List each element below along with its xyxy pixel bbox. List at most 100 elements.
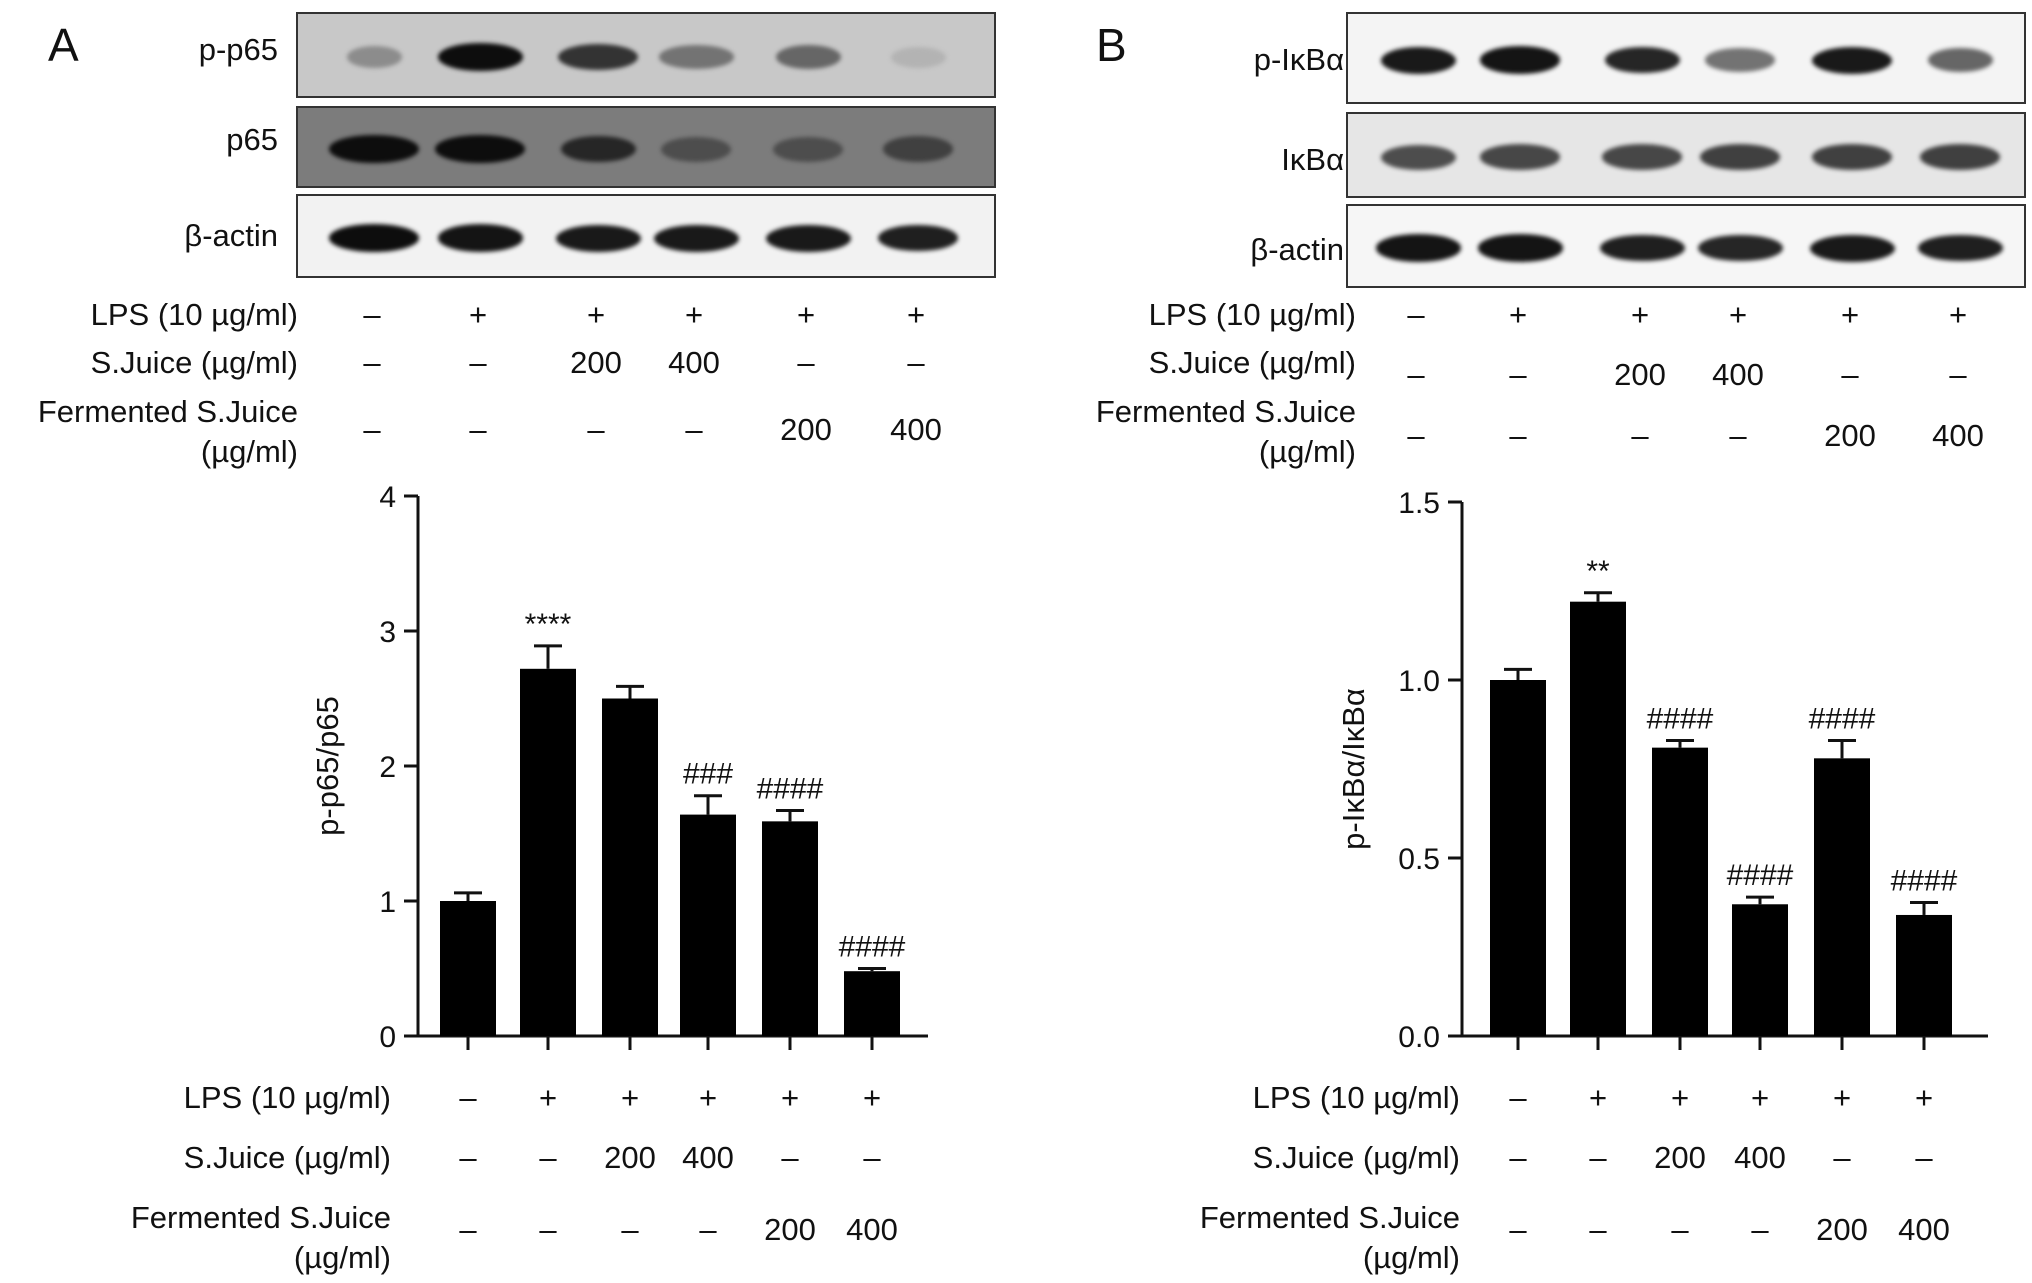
significance-label: **** — [525, 608, 572, 641]
treatment-cell: + — [1840, 297, 1860, 332]
bar — [1896, 914, 1952, 1036]
blot-band — [1380, 46, 1456, 74]
blot-band — [1480, 46, 1560, 74]
treatment-cell: 200 — [764, 1212, 816, 1247]
blot-band — [1705, 48, 1775, 72]
treatment-cell: – — [907, 345, 925, 380]
blot-strip-beta-actin — [1346, 204, 2026, 288]
treatment-cell: 200 — [1654, 1140, 1706, 1175]
treatment-cell: – — [469, 345, 487, 380]
significance-label: #### — [839, 931, 906, 964]
treatment-cell: – — [469, 412, 487, 447]
blot-band — [1697, 234, 1783, 262]
panel-b: B p-IκBα IκBα β-actin LPS (10 µg/ml) S.J… — [1016, 0, 2032, 1283]
treatment-cell: – — [699, 1212, 717, 1247]
blot-band — [346, 45, 402, 69]
y-tick-label: 0 — [379, 1021, 396, 1054]
treatment-cell: – — [781, 1140, 799, 1175]
treatment-cell: + — [1750, 1080, 1770, 1115]
row-label-line: (µg/ml) — [1258, 434, 1356, 469]
treatment-cell: + — [1832, 1080, 1852, 1115]
treatment-cell: – — [1949, 357, 1967, 392]
blot-band — [560, 135, 636, 163]
treatment-cell: – — [1509, 1212, 1527, 1247]
treatment-cell: – — [1915, 1140, 1933, 1175]
treatment-cell: – — [459, 1080, 477, 1115]
blot-strip-p-ikba — [1346, 12, 2026, 104]
treatment-cell: – — [863, 1140, 881, 1175]
treatment-cell: – — [459, 1212, 477, 1247]
row-label-fermented: Fermented S.Juice (µg/ml) — [131, 1198, 391, 1278]
row-label-sjuice: S.Juice (µg/ml) — [1148, 345, 1356, 380]
blot-label: β-actin — [184, 218, 278, 253]
blot-band — [329, 135, 419, 163]
treatment-cell: – — [1509, 1140, 1527, 1175]
blot-label: p65 — [226, 122, 278, 157]
significance-label: #### — [757, 773, 824, 806]
blot-band — [658, 45, 734, 69]
row-label-line: (µg/ml) — [1362, 1240, 1460, 1275]
treatment-cell: 400 — [890, 412, 942, 447]
treatment-cell: – — [363, 412, 381, 447]
treatment-cell: + — [684, 297, 704, 332]
treatment-cell: – — [1729, 418, 1747, 453]
panel-letter: B — [1096, 19, 1127, 71]
treatment-cell: – — [363, 297, 381, 332]
treatment-cell: 400 — [846, 1212, 898, 1247]
significance-label: #### — [1891, 865, 1958, 898]
blot-label: IκBα — [1281, 142, 1344, 177]
treatment-cell: 200 — [1824, 418, 1876, 453]
blot-band — [1602, 144, 1682, 170]
blot-band — [883, 136, 953, 162]
y-tick-label: 4 — [379, 481, 396, 514]
treatment-cell: 400 — [1932, 418, 1984, 453]
row-label-line: Fermented S.Juice — [37, 394, 298, 429]
bar — [680, 814, 736, 1036]
treatment-cell: + — [698, 1080, 718, 1115]
blot-band — [661, 136, 731, 162]
treatment-cell: 400 — [1734, 1140, 1786, 1175]
treatment-cell: 400 — [682, 1140, 734, 1175]
row-label-line: Fermented S.Juice — [1095, 394, 1356, 429]
row-label-line: Fermented S.Juice — [130, 1200, 391, 1235]
treatment-cell: 200 — [1816, 1212, 1868, 1247]
treatment-cell: 400 — [1898, 1212, 1950, 1247]
y-axis-label: p-IκBα/IκBα — [1336, 688, 1371, 850]
blot-label: β-actin — [1250, 232, 1344, 267]
significance-label: ### — [683, 758, 733, 791]
y-tick-label: 1.5 — [1398, 487, 1440, 520]
bar — [440, 901, 496, 1036]
treatment-cell: + — [468, 297, 488, 332]
blot-band — [1375, 234, 1461, 262]
row-label-fermented: Fermented S.Juice (µg/ml) — [38, 392, 298, 472]
row-label-sjuice: S.Juice (µg/ml) — [1252, 1140, 1460, 1175]
row-label-lps: LPS (10 µg/ml) — [90, 297, 298, 332]
panel-letter: A — [48, 19, 79, 71]
treatment-cell: – — [539, 1140, 557, 1175]
blot-band — [653, 224, 739, 252]
treatment-cell: – — [1589, 1140, 1607, 1175]
treatment-cell: + — [1630, 297, 1650, 332]
treatment-cell: + — [586, 297, 606, 332]
treatment-cell: – — [1751, 1212, 1769, 1247]
blot-band — [329, 224, 419, 252]
treatment-cell: 200 — [604, 1140, 656, 1175]
blot-band — [1920, 144, 2000, 170]
blot-band — [437, 43, 523, 71]
treatment-cell: – — [1407, 418, 1425, 453]
treatment-cell: – — [587, 412, 605, 447]
treatment-cell: – — [685, 412, 703, 447]
row-label-line: (µg/ml) — [200, 434, 298, 469]
treatment-cell: – — [363, 345, 381, 380]
row-label-line: Fermented S.Juice — [1199, 1200, 1460, 1235]
significance-label: #### — [1727, 859, 1794, 892]
blot-band — [773, 136, 843, 162]
treatment-cell: 400 — [668, 345, 720, 380]
blot-label: p-p65 — [198, 32, 278, 67]
y-tick-label: 0.0 — [1398, 1021, 1440, 1054]
row-label-lps: LPS (10 µg/ml) — [1148, 297, 1356, 332]
y-tick-label: 1.0 — [1398, 665, 1440, 698]
bar — [1652, 747, 1708, 1036]
bar — [1814, 758, 1870, 1036]
